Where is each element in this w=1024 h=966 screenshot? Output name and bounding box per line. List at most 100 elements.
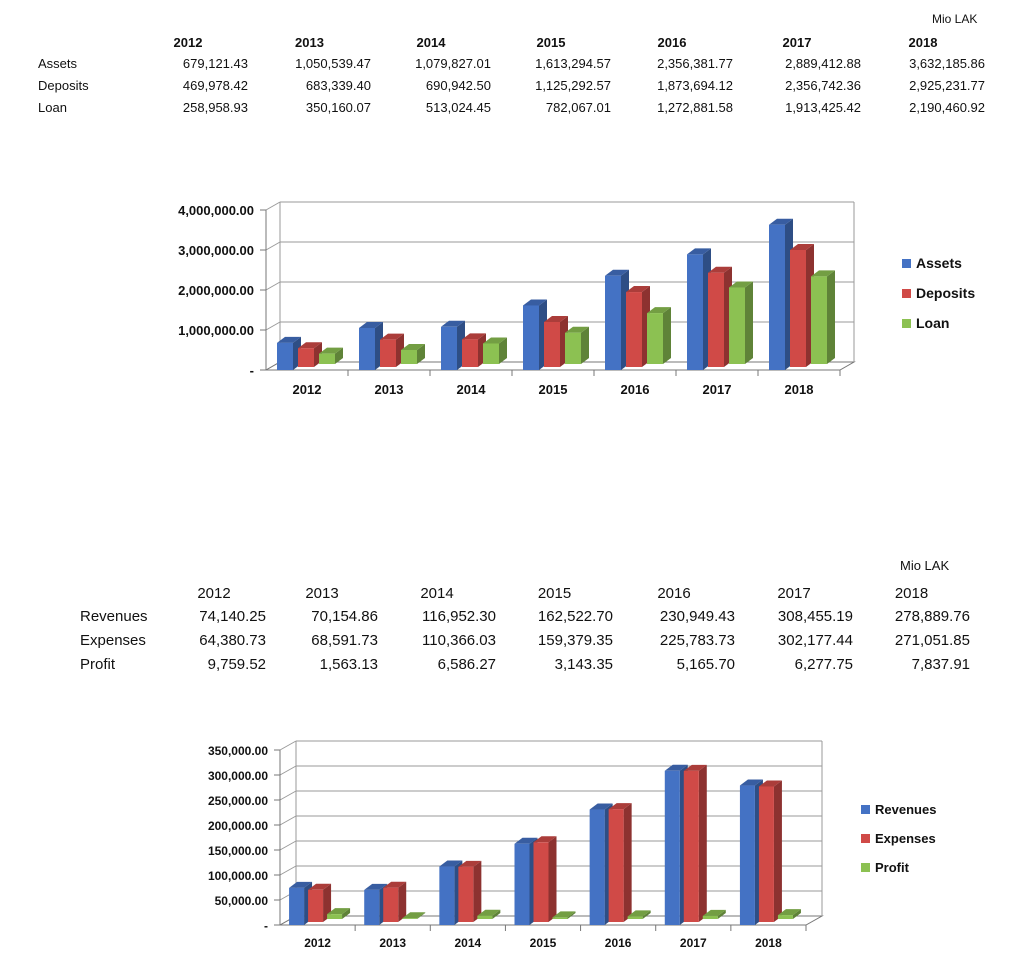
- gridline: [279, 865, 297, 876]
- bar-assets: [769, 224, 785, 370]
- x-tick-label: 2018: [755, 936, 782, 950]
- bar-top: [523, 299, 547, 306]
- bar-revenues: [289, 887, 305, 925]
- bar-expenses: [533, 842, 549, 922]
- bar-profit: [327, 914, 343, 919]
- bar-top: [729, 281, 753, 288]
- gridline: [279, 765, 297, 776]
- gridline: [279, 840, 297, 851]
- bar-side: [473, 860, 482, 922]
- year-header: 2015: [536, 35, 566, 50]
- bar-top: [758, 780, 782, 787]
- y-tick-label: 150,000.00: [208, 844, 268, 858]
- bar-side: [548, 836, 557, 922]
- bar-top: [739, 779, 763, 786]
- bar-side: [492, 909, 501, 919]
- table-cell: 2,356,742.36: [785, 77, 861, 93]
- row-label-loan: Loan: [38, 99, 67, 115]
- bar-top: [627, 910, 651, 917]
- bar-top: [664, 764, 688, 771]
- table-row: Expenses 64,380.73 68,591.73 110,366.03 …: [80, 628, 970, 652]
- table-cell: 64,380.73: [199, 631, 266, 649]
- table-cell: 9,759.52: [207, 655, 266, 673]
- bar-assets: [277, 342, 293, 370]
- bar-deposits: [708, 272, 724, 367]
- bar-top: [462, 333, 486, 340]
- table-cell: 1,913,425.42: [785, 99, 861, 115]
- x-tick-label: 2012: [304, 936, 331, 950]
- table-cell: 278,889.76: [894, 607, 970, 625]
- bar-top: [811, 270, 835, 277]
- bar-top: [790, 243, 814, 250]
- bar-deposits: [380, 339, 396, 367]
- bar-expenses: [608, 809, 624, 922]
- table-cell: 2,889,412.88: [785, 55, 861, 71]
- bar-assets: [441, 326, 457, 370]
- bar-assets: [523, 305, 539, 370]
- header-blank: [80, 582, 162, 604]
- x-tick-label: 2014: [457, 382, 487, 397]
- bar-top: [647, 307, 671, 314]
- bar-top: [402, 912, 426, 919]
- bar-top: [552, 911, 576, 918]
- bar-top: [544, 315, 568, 322]
- table-cell: 6,586.27: [437, 655, 496, 673]
- bar-side: [335, 347, 343, 364]
- x-tick-label: 2015: [530, 936, 557, 950]
- bar-side: [581, 326, 589, 364]
- bar-side: [398, 881, 407, 922]
- table-cell: 308,455.19: [777, 607, 853, 625]
- year-header: 2014: [420, 584, 454, 602]
- x-tick-label: 2013: [375, 382, 404, 397]
- gridline: [279, 815, 297, 826]
- bar-revenues: [439, 866, 455, 925]
- table-row: Revenues 74,140.25 70,154.86 116,952.30 …: [80, 604, 970, 628]
- table-header-row: 2012 2013 2014 2015 2016 2017 2018: [38, 33, 985, 52]
- bar-side: [323, 883, 332, 922]
- row-label-expenses: Expenses: [80, 631, 146, 649]
- legend-swatch: [861, 863, 870, 872]
- year-header: 2016: [657, 584, 691, 602]
- table-cell: 679,121.43: [182, 55, 248, 71]
- legend-label: Deposits: [916, 285, 975, 301]
- income-chart: - 50,000.00 100,000.00 150,000.00 200,000.00…: [208, 740, 936, 950]
- bar-top: [565, 326, 589, 333]
- table-cell: 690,942.50: [425, 77, 491, 93]
- gridline: [265, 281, 281, 291]
- table-row: Profit 9,759.52 1,563.13 6,586.27 3,143.…: [80, 652, 970, 676]
- y-tick-label: 1,000,000.00: [178, 323, 254, 338]
- table-cell: 7,837.91: [911, 655, 970, 673]
- bar-profit: [552, 917, 568, 919]
- table-cell: 2,356,381.77: [657, 55, 733, 71]
- legend-label: Loan: [916, 315, 949, 331]
- bar-side: [499, 337, 507, 364]
- bar-top: [477, 909, 501, 916]
- bar-top: [359, 321, 383, 328]
- bar-top: [702, 909, 726, 916]
- gridline: [265, 201, 281, 211]
- bar-top: [683, 764, 707, 771]
- table-cell: 683,339.40: [305, 77, 371, 93]
- header-blank: [38, 33, 128, 52]
- table-cell: 1,613,294.57: [535, 55, 611, 71]
- year-header: 2013: [295, 35, 324, 50]
- table-cell: 1,272,881.58: [657, 99, 733, 115]
- gridline: [279, 790, 297, 801]
- legend-swatch: [902, 289, 911, 298]
- bar-deposits: [626, 292, 642, 367]
- bar-loan: [811, 276, 827, 364]
- table-cell: 258,958.93: [182, 99, 248, 115]
- legend-swatch: [902, 259, 911, 268]
- bar-side: [827, 270, 835, 364]
- y-tick-label: 2,000,000.00: [178, 283, 254, 298]
- bar-top: [380, 333, 404, 340]
- bar-top: [364, 883, 388, 890]
- bar-side: [663, 307, 671, 364]
- bar-profit: [627, 916, 643, 919]
- bar-expenses: [683, 770, 699, 922]
- year-header: 2016: [657, 35, 687, 50]
- bar-side: [792, 909, 801, 919]
- table-cell: 3,632,185.86: [909, 55, 985, 71]
- bar-deposits: [462, 339, 478, 367]
- table-cell: 5,165.70: [676, 655, 735, 673]
